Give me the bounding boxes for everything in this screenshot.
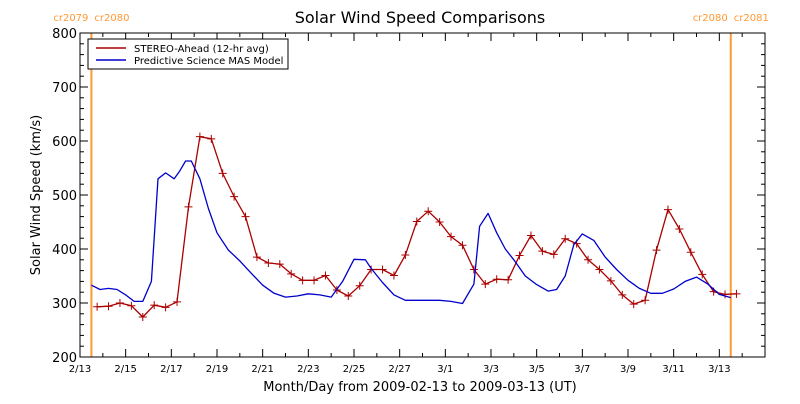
data-point	[424, 207, 433, 216]
x-tick-label: 2/25	[343, 364, 365, 375]
data-point	[618, 290, 627, 299]
data-point	[195, 132, 204, 141]
data-point	[504, 275, 513, 284]
data-point	[344, 291, 353, 300]
data-point	[389, 271, 398, 280]
data-point	[252, 253, 261, 262]
series-line-2	[91, 160, 731, 305]
x-tick-label: 2/13	[69, 364, 91, 375]
data-point	[241, 212, 250, 221]
boundary-label-after: cr2081	[734, 13, 769, 24]
data-point	[721, 290, 730, 299]
y-tick-label: 200	[52, 351, 77, 366]
data-point	[127, 301, 136, 310]
y-tick-label: 800	[52, 27, 77, 42]
legend-entry: Predictive Science MAS Model	[134, 56, 283, 67]
data-point	[492, 275, 501, 284]
data-point	[150, 301, 159, 310]
data-point	[218, 169, 227, 178]
data-point	[435, 218, 444, 226]
y-tick-label: 400	[52, 243, 77, 258]
data-point	[515, 251, 524, 260]
data-point	[275, 260, 284, 269]
data-point	[412, 217, 421, 226]
data-point	[230, 192, 239, 201]
data-point	[595, 265, 604, 274]
data-point	[298, 276, 307, 285]
series-layer	[91, 132, 741, 322]
data-point	[458, 241, 467, 250]
legend-entry: STEREO-Ahead (12-hr avg)	[134, 44, 269, 55]
legend: STEREO-Ahead (12-hr avg)Predictive Scien…	[87, 38, 289, 70]
legend-box	[87, 38, 289, 70]
data-point	[538, 247, 547, 256]
data-point	[173, 297, 182, 306]
x-tick-label: 3/11	[662, 364, 684, 375]
data-point	[584, 255, 593, 264]
data-point	[378, 265, 387, 274]
y-tick-label: 300	[52, 297, 77, 312]
data-point	[367, 265, 376, 274]
data-point	[606, 276, 615, 285]
data-point	[207, 134, 216, 143]
plot-frame	[79, 32, 766, 358]
boundary-label-before: cr2079	[53, 13, 88, 24]
data-point	[732, 289, 741, 298]
data-point	[401, 250, 410, 259]
y-tick-label: 700	[52, 81, 77, 96]
data-point	[698, 270, 707, 279]
x-tick-label: 3/9	[620, 364, 636, 375]
boundary-label-after: cr2080	[94, 13, 129, 24]
data-point	[561, 234, 570, 243]
x-tick-label: 3/5	[529, 364, 545, 375]
data-point	[93, 302, 102, 311]
data-point	[675, 225, 684, 234]
boundary-label-before: cr2080	[693, 13, 728, 24]
data-point	[184, 202, 193, 211]
x-tick-label: 2/19	[206, 364, 228, 375]
x-tick-label: 2/17	[160, 364, 182, 375]
data-point	[287, 269, 296, 278]
data-point	[138, 313, 147, 322]
x-tick-label: 3/13	[708, 364, 730, 375]
x-tick-label: 2/15	[114, 364, 136, 375]
boundary-layer: cr2079 cr2080 cr2080 cr2081	[53, 13, 769, 357]
data-point	[629, 300, 638, 309]
data-point	[663, 205, 672, 214]
data-point	[161, 303, 170, 312]
y-tick-label: 600	[52, 135, 77, 150]
data-point	[115, 299, 124, 307]
data-point	[549, 250, 558, 259]
data-point	[526, 231, 535, 240]
y-tick-label: 500	[52, 189, 77, 204]
data-point	[469, 265, 478, 274]
data-point	[321, 271, 330, 280]
y-axis-label: Solar Wind Speed (km/s)	[29, 115, 44, 275]
x-tick-label: 2/21	[251, 364, 273, 375]
x-tick-label: 3/1	[437, 364, 453, 375]
data-point	[686, 248, 695, 257]
data-point	[447, 232, 456, 241]
axes-layer: 200 300 400 500 600 700 800 2/13 2/15 2/17 2/19 2/2…	[52, 27, 766, 375]
data-point	[310, 276, 319, 285]
x-axis-label: Month/Day from 2009-02-13 to 2009-03-13 …	[263, 380, 576, 395]
data-point	[481, 280, 490, 289]
data-point	[641, 296, 650, 305]
x-tick-label: 2/23	[297, 364, 319, 375]
data-point	[652, 246, 661, 255]
data-point	[104, 302, 113, 311]
data-point	[264, 259, 273, 268]
data-point	[355, 281, 364, 290]
x-tick-label: 3/7	[574, 364, 590, 375]
x-tick-label: 3/3	[483, 364, 499, 375]
chart-title: Solar Wind Speed Comparisons	[295, 8, 546, 27]
x-tick-label: 2/27	[388, 364, 410, 375]
